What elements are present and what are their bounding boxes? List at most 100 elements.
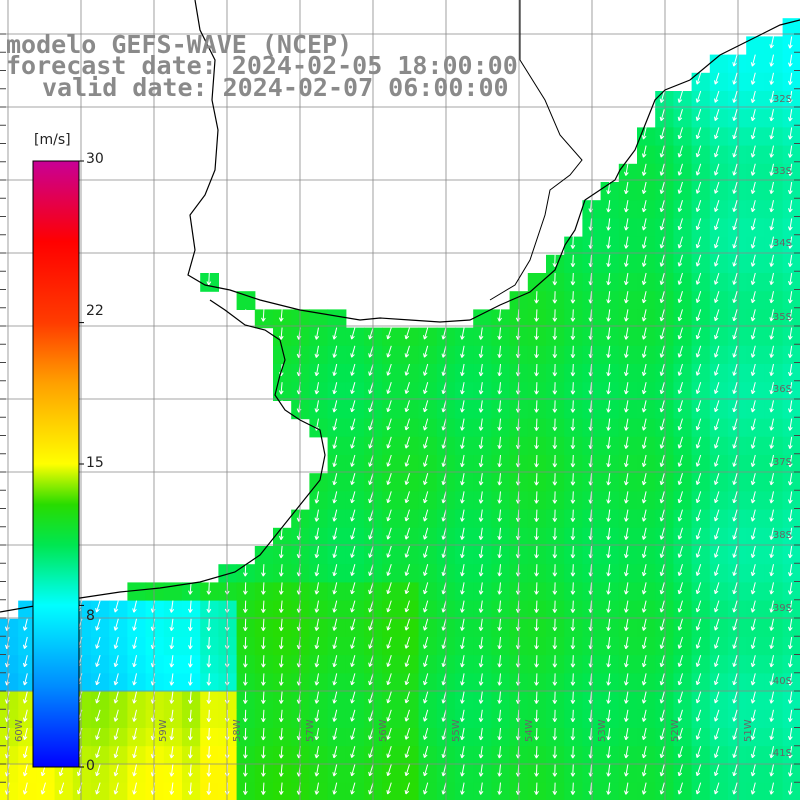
wind-cell [327, 728, 347, 747]
wind-cell [400, 600, 420, 620]
wind-arrow [606, 746, 611, 759]
wind-arrow [552, 436, 558, 450]
wind-arrow [368, 509, 374, 522]
wind-cell [546, 309, 565, 329]
wind-arrow [624, 382, 629, 395]
wind-cell [728, 200, 747, 219]
wind-arrow [641, 527, 647, 540]
wind-cell [691, 436, 711, 456]
lon-label-56w: 56W [378, 719, 389, 742]
wind-cell [691, 200, 711, 219]
wind-cell [127, 655, 147, 674]
wind-cell [746, 127, 765, 147]
wind-arrow [788, 345, 793, 359]
wind-cell [382, 418, 401, 438]
wind-cell [746, 163, 765, 183]
wind-arrow [22, 709, 28, 722]
wind-cell [36, 782, 56, 800]
wind-arrow [732, 655, 738, 668]
wind-arrow [534, 400, 539, 413]
wind-cell [673, 564, 693, 583]
wind-cell [254, 655, 274, 674]
wind-arrow [188, 655, 193, 668]
wind-cell [691, 764, 711, 784]
wind-cell [564, 345, 583, 365]
wind-arrow [460, 673, 465, 686]
wind-cell [746, 291, 765, 310]
wind-cell [327, 418, 347, 438]
wind-arrow [641, 673, 647, 686]
wind-arrow [404, 709, 410, 722]
wind-arrow [497, 363, 503, 377]
wind-arrow [570, 309, 576, 322]
wind-arrow [113, 600, 119, 613]
wind-cell [564, 509, 583, 529]
wind-arrow [659, 145, 665, 158]
wind-arrow [132, 618, 137, 631]
wind-arrow [386, 618, 392, 631]
wind-arrow [478, 382, 484, 395]
wind-arrow [278, 400, 284, 413]
wind-arrow [677, 636, 683, 649]
wind-arrow [478, 618, 484, 631]
wind-cell [691, 582, 711, 602]
wind-arrow [404, 327, 410, 340]
title-valid-date: valid date: 2024-02-07 06:00:00 [42, 73, 509, 102]
wind-arrow [243, 655, 248, 668]
wind-cell [746, 582, 765, 602]
wind-arrow [788, 618, 793, 632]
wind-arrow [441, 673, 447, 686]
wind-arrow [732, 618, 738, 631]
wind-cell [564, 582, 583, 602]
wind-cell [728, 473, 747, 492]
wind-cell [564, 764, 583, 784]
wind-cell [746, 691, 765, 711]
wind-arrow [641, 636, 647, 650]
wind-arrow [113, 709, 119, 722]
wind-arrow [624, 163, 629, 176]
wind-cell [455, 764, 474, 784]
wind-cell [418, 546, 438, 565]
wind-arrow [478, 564, 484, 577]
wind-arrow [788, 309, 793, 322]
wind-arrow [624, 564, 629, 577]
wind-arrow [677, 782, 683, 795]
wind-cell [327, 582, 347, 602]
wind-arrow [641, 400, 647, 413]
wind-arrow [95, 746, 101, 759]
wind-cell [709, 364, 729, 383]
wind-cell [345, 455, 365, 474]
wind-arrow [695, 727, 702, 740]
wind-cell [728, 291, 747, 310]
wind-arrow [750, 309, 756, 322]
wind-arrow [368, 709, 374, 722]
wind-arrow [534, 473, 539, 486]
wind-arrow [714, 746, 720, 758]
wind-cell [400, 364, 420, 383]
wind-arrow [769, 127, 774, 140]
wind-arrow [788, 90, 793, 104]
wind-arrow [788, 109, 793, 122]
wind-cell [0, 709, 19, 729]
wind-arrow [423, 600, 429, 613]
wind-arrow [606, 254, 611, 267]
wind-cell [673, 364, 693, 383]
wind-arrow [423, 436, 429, 449]
wind-cell [382, 728, 401, 747]
wind-arrow [695, 473, 702, 485]
wind-cell [527, 618, 547, 638]
wind-cell [455, 728, 474, 747]
wind-arrow [460, 545, 465, 559]
wind-cell [637, 728, 656, 747]
wind-arrow [423, 454, 429, 467]
wind-arrow [332, 618, 338, 631]
wind-arrow [441, 655, 447, 668]
wind-arrow [732, 746, 738, 759]
wind-cell [254, 637, 274, 656]
wind-cell [418, 618, 438, 638]
wind-cell [418, 509, 438, 529]
wind-cell [691, 309, 711, 329]
wind-arrow [350, 764, 356, 777]
wind-cell [254, 782, 274, 800]
wind-arrow [368, 600, 374, 613]
